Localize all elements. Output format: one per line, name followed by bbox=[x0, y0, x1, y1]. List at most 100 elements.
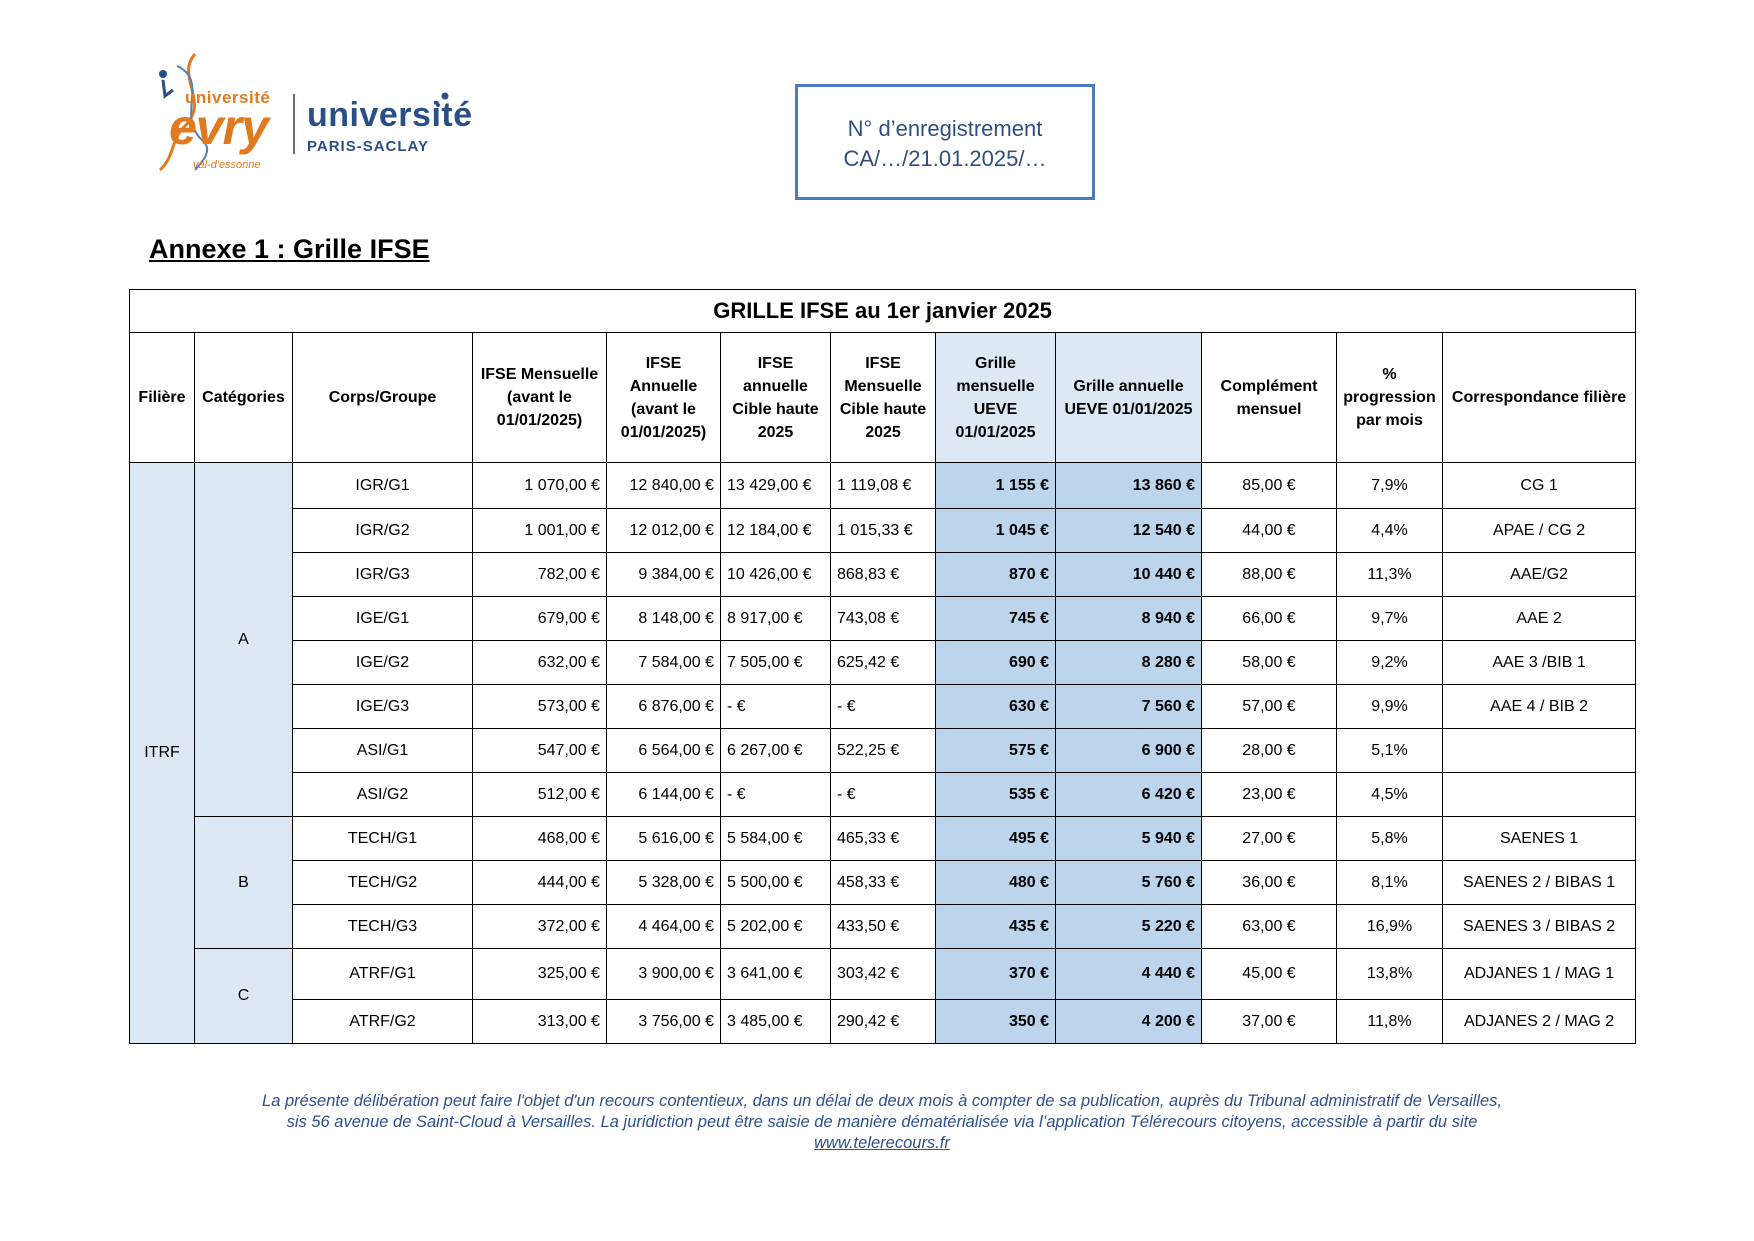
ifse-annuelle-avant-cell: 6 876,00 € bbox=[606, 684, 721, 729]
corps-groupe-cell: ATRF/G2 bbox=[292, 999, 473, 1044]
header-categories: Catégories bbox=[194, 332, 293, 463]
ifse-annuelle-cible-cell: 3 485,00 € bbox=[720, 999, 831, 1044]
ifse-mensuelle-cible-cell: - € bbox=[830, 772, 936, 817]
correspondance-cell: AAE 3 /BIB 1 bbox=[1441, 640, 1637, 685]
ifse-mensuelle-cible-cell: 433,50 € bbox=[830, 904, 936, 949]
ifse-mensuelle-cible-cell: 303,42 € bbox=[830, 948, 936, 1000]
header-corps-groupe: Corps/Groupe bbox=[292, 332, 473, 463]
ifse-mensuelle-avant-cell: 632,00 € bbox=[472, 640, 607, 685]
correspondance-cell: CG 1 bbox=[1441, 462, 1637, 509]
table-row: IGE/G1 679,00 €8 148,00 €8 917,00 €743,08… bbox=[130, 596, 1637, 641]
grille-annuelle-cell: 12 540 € bbox=[1055, 508, 1202, 553]
category-cell: C bbox=[194, 948, 293, 1044]
ifse-annuelle-avant-cell: 12 840,00 € bbox=[606, 462, 721, 509]
grille-mensuelle-cell: 1 155 € bbox=[935, 462, 1056, 509]
grille-annuelle-cell: 7 560 € bbox=[1055, 684, 1202, 729]
grille-mensuelle-cell: 350 € bbox=[935, 999, 1056, 1044]
correspondance-cell bbox=[1441, 728, 1637, 773]
ifse-annuelle-avant-cell: 5 616,00 € bbox=[606, 816, 721, 861]
ifse-mensuelle-avant-cell: 782,00 € bbox=[472, 552, 607, 597]
grille-mensuelle-cell: 435 € bbox=[935, 904, 1056, 949]
ifse-annuelle-cible-cell: 6 267,00 € bbox=[720, 728, 831, 773]
grille-mensuelle-cell: 870 € bbox=[935, 552, 1056, 597]
corps-groupe-cell: ASI/G2 bbox=[292, 772, 473, 817]
progression-cell: 16,9% bbox=[1336, 904, 1443, 949]
category-cell: B bbox=[194, 816, 293, 949]
grille-annuelle-cell: 13 860 € bbox=[1055, 462, 1202, 509]
dna-helix-logo bbox=[158, 52, 209, 171]
ifse-mensuelle-cible-cell: 1 015,33 € bbox=[830, 508, 936, 553]
ifse-annuelle-avant-cell: 7 584,00 € bbox=[606, 640, 721, 685]
table-title: GRILLE IFSE au 1er janvier 2025 bbox=[128, 289, 1637, 333]
legal-footer: La présente délibération peut faire l'ob… bbox=[129, 1091, 1635, 1154]
ifse-mensuelle-avant-cell: 313,00 € bbox=[472, 999, 607, 1044]
ifse-mensuelle-avant-cell: 1 070,00 € bbox=[472, 462, 607, 509]
registration-box: N° d’enregistrement CA/…/21.01.2025/… bbox=[795, 84, 1095, 200]
ifse-annuelle-avant-cell: 6 144,00 € bbox=[606, 772, 721, 817]
annex-title: Annexe 1 : Grille IFSE bbox=[149, 234, 430, 264]
complement-cell: 66,00 € bbox=[1201, 596, 1337, 641]
table-row: ATRF/G2 313,00 €3 756,00 €3 485,00 €290,4… bbox=[130, 999, 1637, 1044]
correspondance-cell: SAENES 3 / BIBAS 2 bbox=[1441, 904, 1637, 949]
table-header-row: Filière Catégories Corps/Groupe IFSE Men… bbox=[129, 332, 1637, 463]
complement-cell: 85,00 € bbox=[1201, 462, 1337, 509]
registration-number: CA/…/21.01.2025/… bbox=[843, 146, 1047, 171]
complement-cell: 57,00 € bbox=[1201, 684, 1337, 729]
telerecours-link[interactable]: www.telerecours.fr bbox=[814, 1134, 950, 1152]
header-ifse-mensuelle-cible: IFSE Mensuelle Cible haute 2025 bbox=[830, 332, 936, 463]
correspondance-cell: ADJANES 2 / MAG 2 bbox=[1441, 999, 1637, 1044]
progression-cell: 11,8% bbox=[1336, 999, 1443, 1044]
filiere-cell: ITRF bbox=[129, 462, 195, 1044]
ifse-annuelle-avant-cell: 6 564,00 € bbox=[606, 728, 721, 773]
logo-separator bbox=[293, 94, 295, 154]
complement-cell: 45,00 € bbox=[1201, 948, 1337, 1000]
table-row: B TECH/G1 468,00 €5 616,00 €5 584,00 €465,… bbox=[130, 816, 1637, 949]
grille-mensuelle-cell: 745 € bbox=[935, 596, 1056, 641]
corps-groupe-cell: ASI/G1 bbox=[292, 728, 473, 773]
grille-mensuelle-cell: 370 € bbox=[935, 948, 1056, 1000]
corps-groupe-cell: IGE/G3 bbox=[292, 684, 473, 729]
table-row: IGR/G2 1 001,00 €12 012,00 €12 184,00 €1 … bbox=[130, 508, 1637, 553]
ifse-mensuelle-avant-cell: 547,00 € bbox=[472, 728, 607, 773]
progression-cell: 9,7% bbox=[1336, 596, 1443, 641]
ifse-annuelle-avant-cell: 4 464,00 € bbox=[606, 904, 721, 949]
ifse-annuelle-avant-cell: 3 756,00 € bbox=[606, 999, 721, 1044]
ifse-mensuelle-cible-cell: 290,42 € bbox=[830, 999, 936, 1044]
header-ifse-mensuelle-avant: IFSE Mensuelle (avant le 01/01/2025) bbox=[472, 332, 607, 463]
corps-groupe-cell: IGR/G3 bbox=[292, 552, 473, 597]
grille-annuelle-cell: 6 420 € bbox=[1055, 772, 1202, 817]
evry-logo-sub-text: val-d'essonne bbox=[193, 159, 261, 171]
corps-groupe-cell: TECH/G1 bbox=[292, 816, 473, 861]
ifse-mensuelle-cible-cell: 1 119,08 € bbox=[830, 462, 936, 509]
grille-annuelle-cell: 8 940 € bbox=[1055, 596, 1202, 641]
progression-cell: 11,3% bbox=[1336, 552, 1443, 597]
ifse-mensuelle-avant-cell: 679,00 € bbox=[472, 596, 607, 641]
paris-saclay-dots-icon bbox=[436, 92, 449, 107]
grille-annuelle-cell: 5 760 € bbox=[1055, 860, 1202, 905]
ifse-annuelle-cible-cell: 3 641,00 € bbox=[720, 948, 831, 1000]
footer-line-1: La présente délibération peut faire l'ob… bbox=[262, 1092, 1502, 1110]
grille-mensuelle-cell: 630 € bbox=[935, 684, 1056, 729]
corps-groupe-cell: IGR/G2 bbox=[292, 508, 473, 553]
correspondance-cell: AAE 2 bbox=[1441, 596, 1637, 641]
header-correspondance: Correspondance filière bbox=[1441, 332, 1637, 463]
ifse-annuelle-cible-cell: - € bbox=[720, 684, 831, 729]
header-ifse-annuelle-avant: IFSE Annuelle (avant le 01/01/2025) bbox=[606, 332, 721, 463]
ifse-mensuelle-avant-cell: 325,00 € bbox=[472, 948, 607, 1000]
grille-annuelle-cell: 4 440 € bbox=[1055, 948, 1202, 1000]
progression-cell: 8,1% bbox=[1336, 860, 1443, 905]
progression-cell: 9,9% bbox=[1336, 684, 1443, 729]
ifse-mensuelle-cible-cell: 625,42 € bbox=[830, 640, 936, 685]
ifse-annuelle-cible-cell: 10 426,00 € bbox=[720, 552, 831, 597]
ifse-annuelle-avant-cell: 8 148,00 € bbox=[606, 596, 721, 641]
corps-groupe-cell: IGE/G2 bbox=[292, 640, 473, 685]
ifse-annuelle-cible-cell: 5 202,00 € bbox=[720, 904, 831, 949]
header-grille-mensuelle: Grille mensuelle UEVE 01/01/2025 bbox=[935, 332, 1056, 463]
ifse-mensuelle-cible-cell: 465,33 € bbox=[830, 816, 936, 861]
corps-groupe-cell: IGE/G1 bbox=[292, 596, 473, 641]
table-body: ITRF A IGR/G1 1 070,00 €12 840,00 €13 429,0… bbox=[129, 462, 1637, 1044]
corps-groupe-cell: IGR/G1 bbox=[292, 462, 473, 509]
grille-mensuelle-cell: 1 045 € bbox=[935, 508, 1056, 553]
complement-cell: 88,00 € bbox=[1201, 552, 1337, 597]
header-ifse-annuelle-cible: IFSE annuelle Cible haute 2025 bbox=[720, 332, 831, 463]
